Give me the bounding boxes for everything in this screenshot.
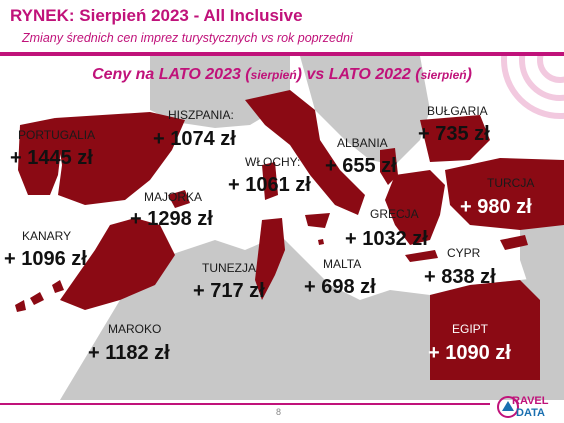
country-value-maroko: + 1182 zł	[88, 342, 170, 364]
land-portugal	[18, 118, 62, 195]
logo-text-ravel: RAVEL	[512, 395, 549, 407]
country-label-malta: MALTA	[323, 257, 362, 271]
country-label-tunezja: TUNEZJA	[202, 261, 256, 275]
land-egypt	[430, 280, 540, 380]
land-greece	[385, 170, 445, 245]
land-canary-islands	[15, 280, 64, 312]
land-spain	[55, 112, 185, 205]
country-label-albania: ALBANIA	[337, 136, 388, 150]
page-number: 8	[276, 407, 282, 417]
country-label-turcja: TURCJA	[487, 176, 535, 190]
country-label-majorka: MAJORKA	[144, 190, 203, 204]
country-value-cypr: + 838 zł	[424, 266, 496, 288]
country-value-bulgaria: + 735 zł	[418, 123, 490, 145]
land-cyprus	[500, 235, 528, 250]
country-label-hiszpania: HISZPANIA:	[168, 108, 234, 122]
land-italy	[245, 90, 365, 215]
country-value-tunezja: + 717 zł	[193, 280, 265, 302]
decorative-rings	[501, 56, 564, 119]
land-sardinia	[262, 162, 278, 200]
country-label-cypr: CYPR	[447, 246, 481, 260]
footer-divider	[0, 403, 490, 405]
header-divider	[0, 52, 564, 56]
country-value-portugalia: + 1445 zł	[10, 147, 93, 169]
country-label-kanary: KANARY	[22, 229, 72, 243]
country-label-wlochy: WŁOCHY:	[245, 155, 301, 169]
land-morocco	[60, 218, 175, 310]
country-value-grecja: + 1032 zł	[345, 228, 428, 250]
country-value-albania: + 655 zł	[325, 155, 397, 177]
country-value-malta: + 698 zł	[304, 276, 376, 298]
country-value-hiszpania: + 1074 zł	[153, 128, 236, 150]
travel-data-logo-icon	[497, 396, 519, 418]
land-balkans	[300, 56, 430, 165]
country-label-portugalia: PORTUGALIA	[18, 128, 96, 142]
country-label-grecja: GRECJA	[370, 207, 419, 221]
travel-data-logo: RAVEL DATA	[496, 393, 560, 421]
land-tunisia	[255, 218, 285, 300]
country-value-turcja: + 980 zł	[460, 196, 532, 218]
mediterranean-map	[15, 56, 564, 400]
map-title: Ceny na LATO 2023 (sierpień) vs LATO 202…	[92, 66, 472, 83]
country-value-kanary: + 1096 zł	[4, 248, 87, 270]
land-bulgaria	[420, 115, 490, 162]
country-value-majorka: + 1298 zł	[130, 208, 213, 230]
country-value-egipt: + 1090 zł	[428, 342, 511, 364]
logo-text-data: DATA	[516, 407, 545, 419]
land-sicily	[305, 213, 330, 228]
land-albania	[380, 148, 398, 185]
country-label-bulgaria: BUŁGARIA	[427, 104, 488, 118]
land-crete	[405, 250, 438, 262]
country-label-maroko: MAROKO	[108, 322, 162, 336]
country-value-wlochy: + 1061 zł	[228, 174, 311, 196]
country-label-egipt: EGIPT	[452, 322, 489, 336]
land-malta	[318, 239, 324, 245]
page-subtitle: Zmiany średnich cen imprez turystycznych…	[22, 31, 353, 45]
land-majorca	[168, 190, 190, 208]
land-turkey	[445, 158, 564, 230]
page-title: RYNEK: Sierpień 2023 - All Inclusive	[10, 6, 303, 25]
